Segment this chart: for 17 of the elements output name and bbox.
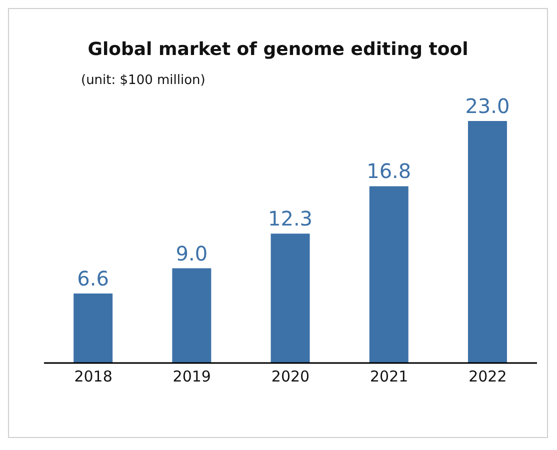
- data-label: 23.0: [465, 94, 510, 118]
- chart-subtitle: (unit: $100 million): [81, 73, 206, 88]
- x-tick-label: 2019: [172, 368, 211, 386]
- bar: [270, 234, 310, 363]
- bar: [74, 294, 113, 363]
- chart-title: Global market of genome editing tool: [86, 39, 470, 60]
- bar: [468, 121, 507, 363]
- data-label: 12.3: [268, 206, 313, 231]
- data-label: 6.6: [77, 266, 109, 291]
- data-label: 16.8: [366, 159, 412, 184]
- data-label: 9.0: [176, 241, 208, 266]
- x-tick-label: 2021: [370, 368, 408, 386]
- x-tick-label: 2020: [271, 368, 310, 386]
- bar: [369, 186, 408, 363]
- x-tick-label: 2018: [74, 368, 112, 386]
- x-tick-label: 2022: [468, 368, 507, 386]
- bar: [172, 268, 212, 363]
